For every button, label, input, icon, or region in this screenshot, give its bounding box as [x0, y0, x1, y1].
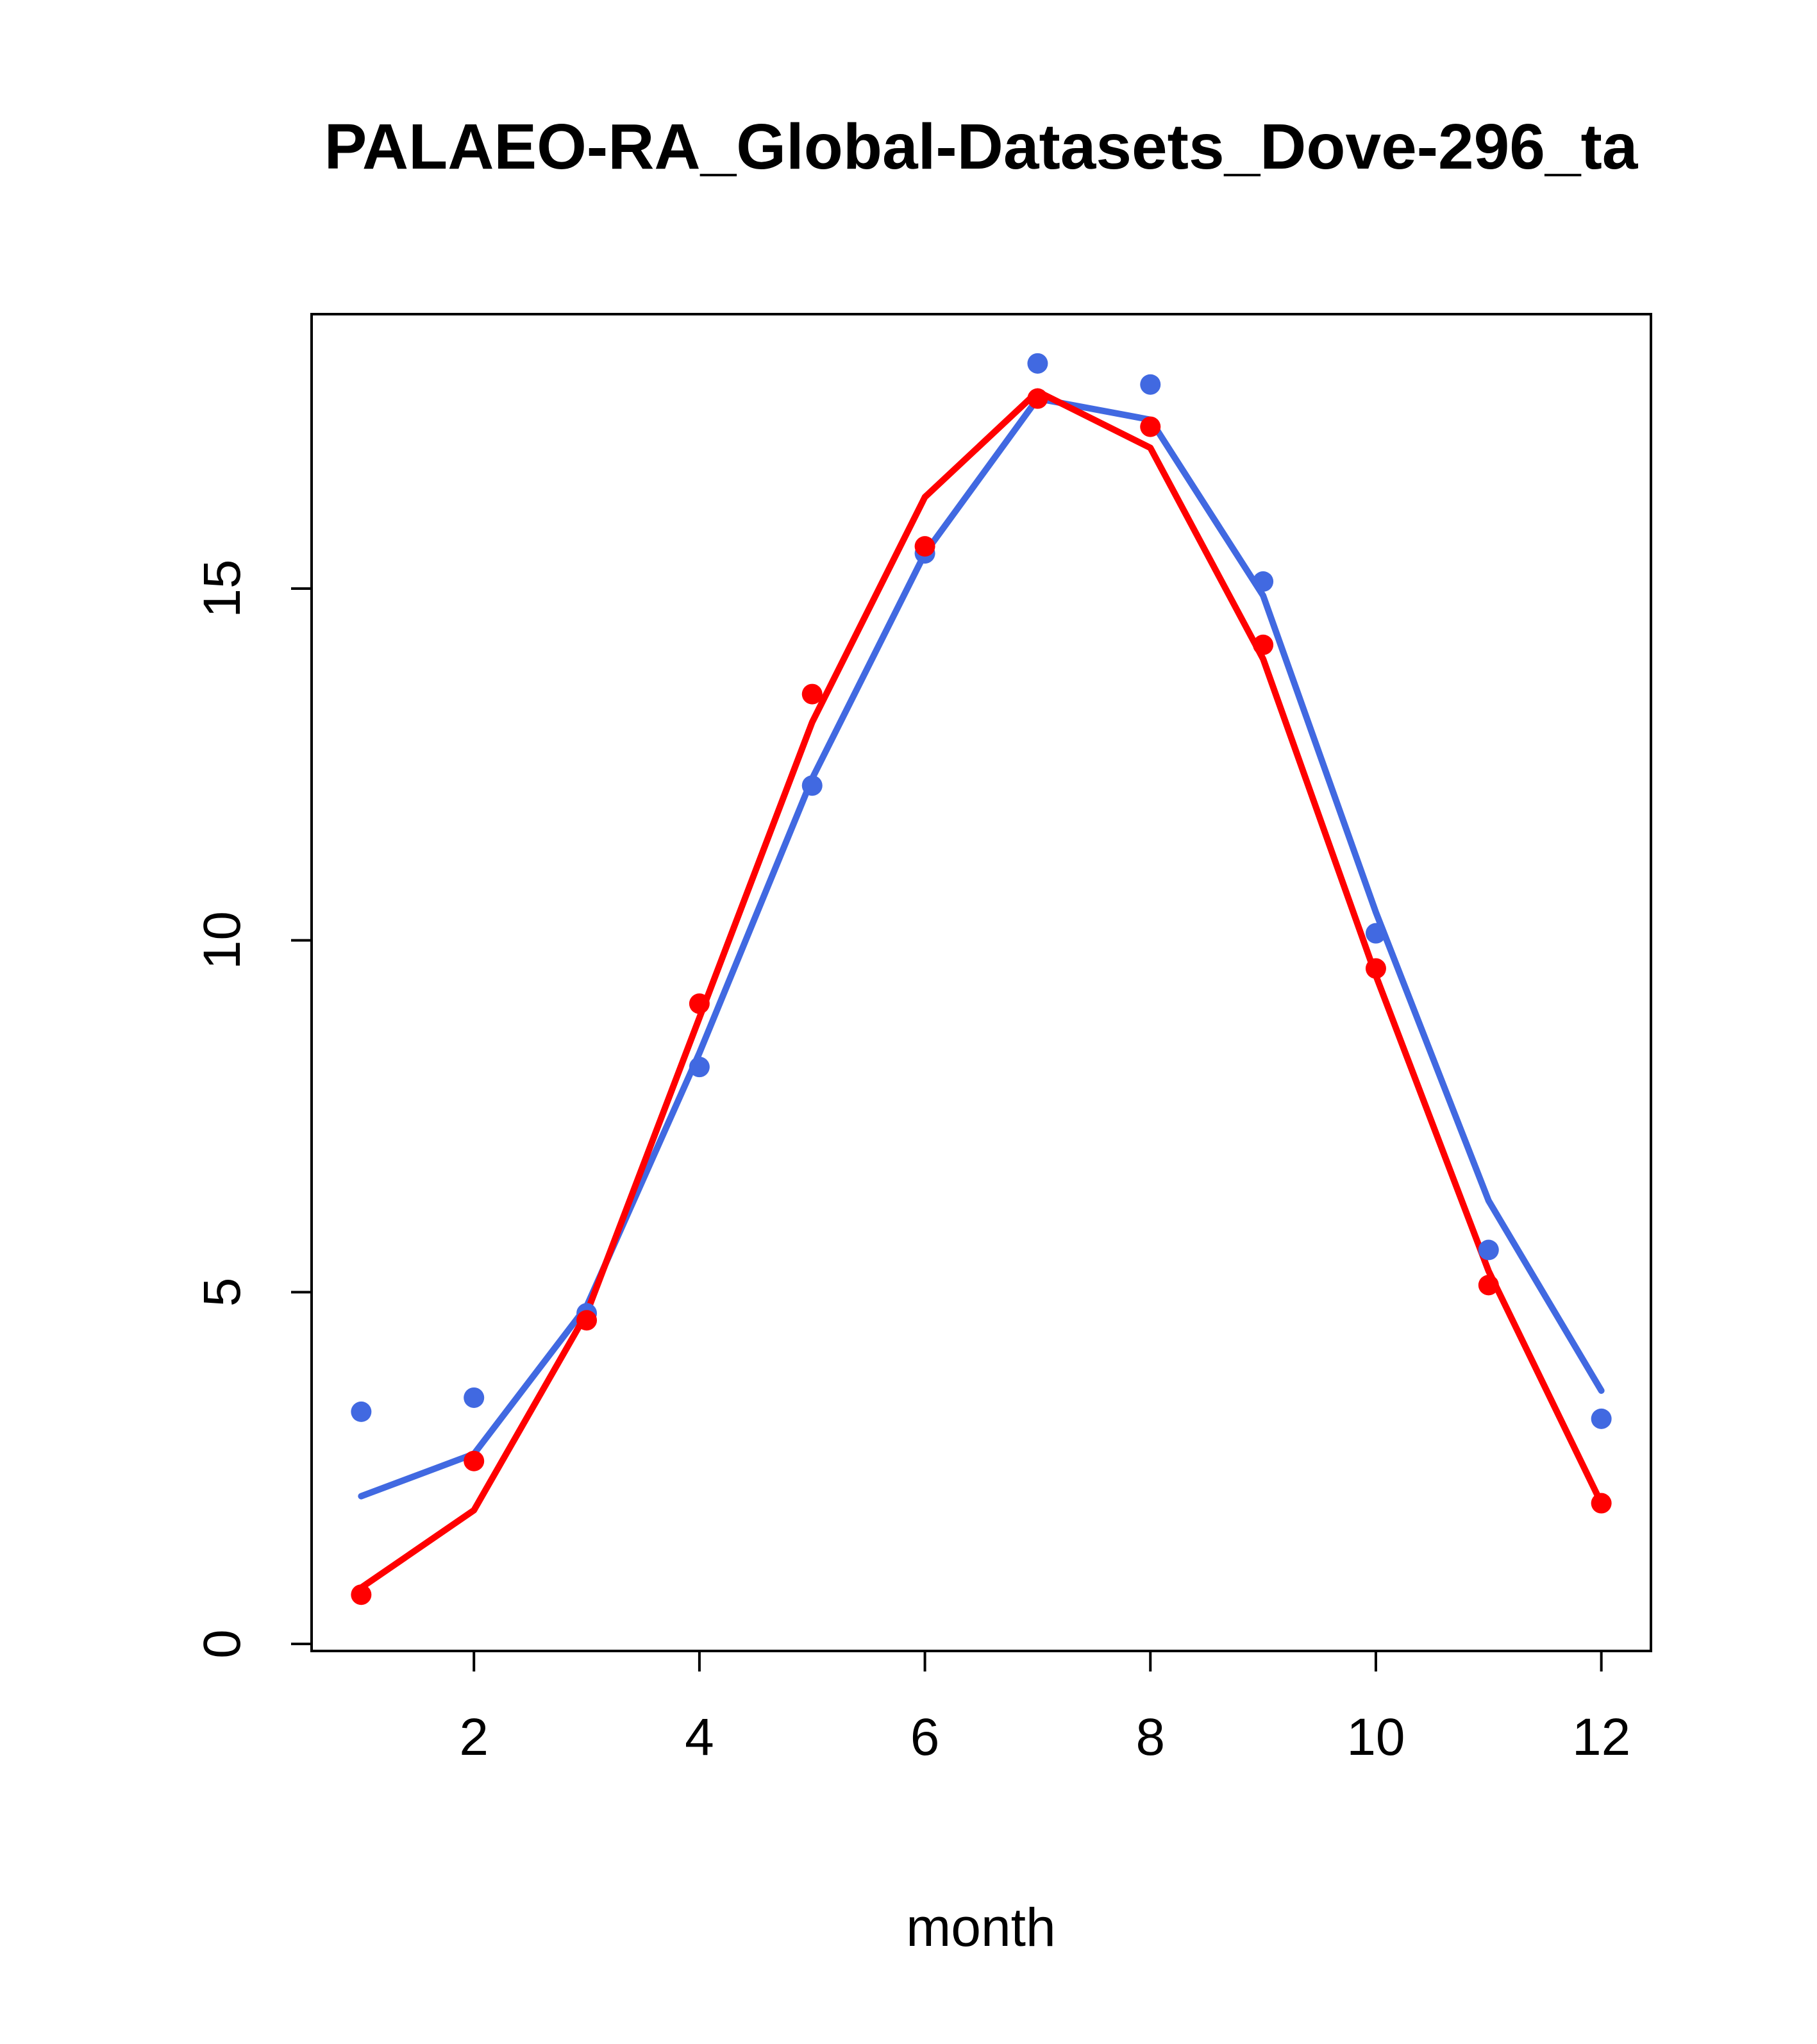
point-blue-points	[351, 1401, 372, 1422]
point-blue-points	[464, 1387, 485, 1408]
point-blue-points	[1365, 923, 1386, 944]
y-tick-label: 15	[193, 559, 251, 617]
point-blue-points	[1027, 353, 1048, 374]
y-tick-label: 10	[193, 911, 251, 969]
point-red-points	[464, 1450, 485, 1471]
series-red-line	[358, 388, 1605, 1591]
point-red-points	[1478, 1275, 1499, 1296]
series-blue-line	[358, 395, 1605, 1500]
point-red-points	[1140, 416, 1161, 437]
x-axis-label: month	[906, 1897, 1056, 1957]
x-tick-label: 2	[459, 1708, 489, 1766]
y-tick-label: 0	[193, 1629, 251, 1659]
x-tick-label: 6	[910, 1708, 940, 1766]
point-red-points	[1591, 1493, 1612, 1514]
point-red-points	[801, 683, 823, 705]
x-tick-label: 8	[1135, 1708, 1165, 1766]
point-red-points	[1365, 958, 1386, 979]
x-tick-label: 4	[685, 1708, 714, 1766]
point-blue-points	[1253, 571, 1274, 592]
point-blue-points	[1140, 374, 1161, 395]
point-red-points	[1027, 388, 1048, 409]
point-red-points	[1253, 634, 1274, 655]
point-red-points	[914, 536, 935, 557]
point-blue-points	[1478, 1239, 1499, 1261]
point-blue-points	[689, 1057, 710, 1078]
point-red-points	[689, 993, 710, 1014]
point-blue-points	[801, 775, 823, 796]
y-tick-label: 5	[193, 1278, 251, 1307]
x-tick-label: 10	[1346, 1708, 1405, 1766]
point-red-points	[351, 1584, 372, 1605]
chart-title: PALAEO-RA_Global-Datasets_Dove-296_ta	[324, 111, 1638, 183]
x-tick-label: 12	[1572, 1708, 1630, 1766]
point-red-points	[576, 1310, 598, 1331]
plot-border	[310, 313, 1652, 1652]
point-blue-points	[1591, 1408, 1612, 1429]
